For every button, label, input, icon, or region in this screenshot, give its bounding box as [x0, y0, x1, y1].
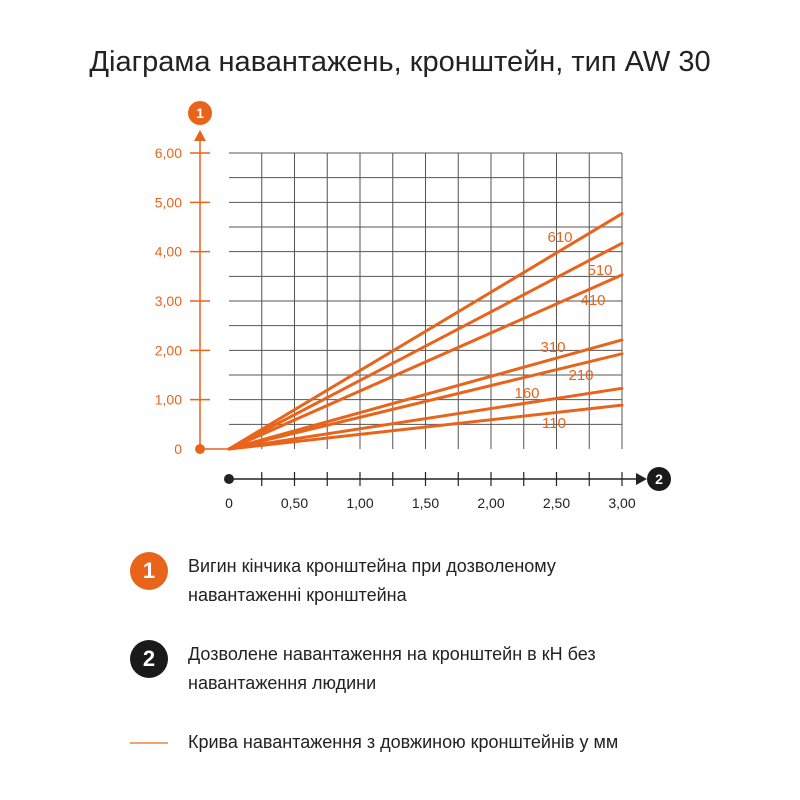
x-axis-origin-dot: [224, 474, 234, 484]
load-curve-line-icon: [130, 742, 168, 744]
series-line-410: [227, 273, 624, 451]
marker-1-icon: 1: [130, 552, 168, 590]
series-label-310: 310: [540, 339, 565, 356]
series-line-110: [227, 403, 624, 451]
chart-axes: 1 0 1,00 2,00 3,00 4,00 5,00 6,00 2 0 0,50 1,00 1,50…: [155, 101, 671, 511]
y-tick-label: 5,00: [155, 194, 182, 210]
series-label-110: 110: [542, 415, 566, 432]
series-label-610: 610: [547, 229, 572, 246]
x-tick-label: 0: [225, 495, 233, 511]
x-tick-label: 1,50: [412, 495, 439, 511]
series-label-210: 210: [568, 367, 593, 384]
legend-item-load-curve: Крива навантаження з довжиною кронштейні…: [130, 728, 658, 757]
y-axis-origin-dot: [195, 444, 205, 454]
x-tick-label: 2,00: [477, 495, 504, 511]
y-tick-label: 6,00: [155, 145, 182, 161]
y-tick-label: 0: [174, 441, 182, 457]
series-label-510: 510: [587, 262, 612, 279]
y-tick-label: 1,00: [155, 392, 182, 408]
legend-text-deflection: Вигин кінчика кронштейна при дозволеному…: [188, 556, 556, 605]
y-axis-marker-1-icon: [188, 101, 212, 125]
x-tick-label: 3,00: [608, 495, 635, 511]
series-line-310: [227, 338, 624, 451]
legend-text-load-curve: Крива навантаження з довжиною кронштейні…: [188, 732, 619, 752]
y-axis-arrow-icon: [194, 130, 206, 141]
y-tick-label: 3,00: [155, 293, 182, 309]
x-tick-label: 1,00: [346, 495, 373, 511]
load-chart: 1 0 1,00 2,00 3,00 4,00 5,00 6,00 2 0 0,50 1,00 1,50…: [155, 101, 671, 511]
series-line-160: [227, 386, 624, 451]
series-line-510: [227, 241, 624, 451]
chart-title: Діаграма навантажень, кронштейн, тип AW …: [89, 46, 711, 78]
y-tick-label: 4,00: [155, 244, 182, 260]
x-axis-marker-2-icon: [647, 467, 671, 491]
x-axis-arrow-icon: [636, 473, 647, 485]
series-line-210: [227, 352, 624, 451]
series-line-610: [227, 212, 624, 451]
legend-item-allowed-load: 2 Дозволене навантаження на кронштейн в …: [130, 640, 658, 698]
marker-2-icon: 2: [130, 640, 168, 678]
y-axis-marker-label: 1: [196, 105, 204, 121]
y-tick-label: 2,00: [155, 342, 182, 358]
series-label-410: 410: [580, 292, 605, 309]
x-tick-label: 2,50: [543, 495, 570, 511]
series-label-160: 160: [514, 385, 539, 402]
x-tick-label: 0,50: [281, 495, 308, 511]
chart-series: [227, 212, 624, 451]
legend-item-deflection: 1 Вигин кінчика кронштейна при дозволено…: [130, 552, 658, 610]
legend-text-allowed-load: Дозволене навантаження на кронштейн в кН…: [188, 644, 596, 693]
x-axis-marker-label: 2: [655, 471, 663, 487]
